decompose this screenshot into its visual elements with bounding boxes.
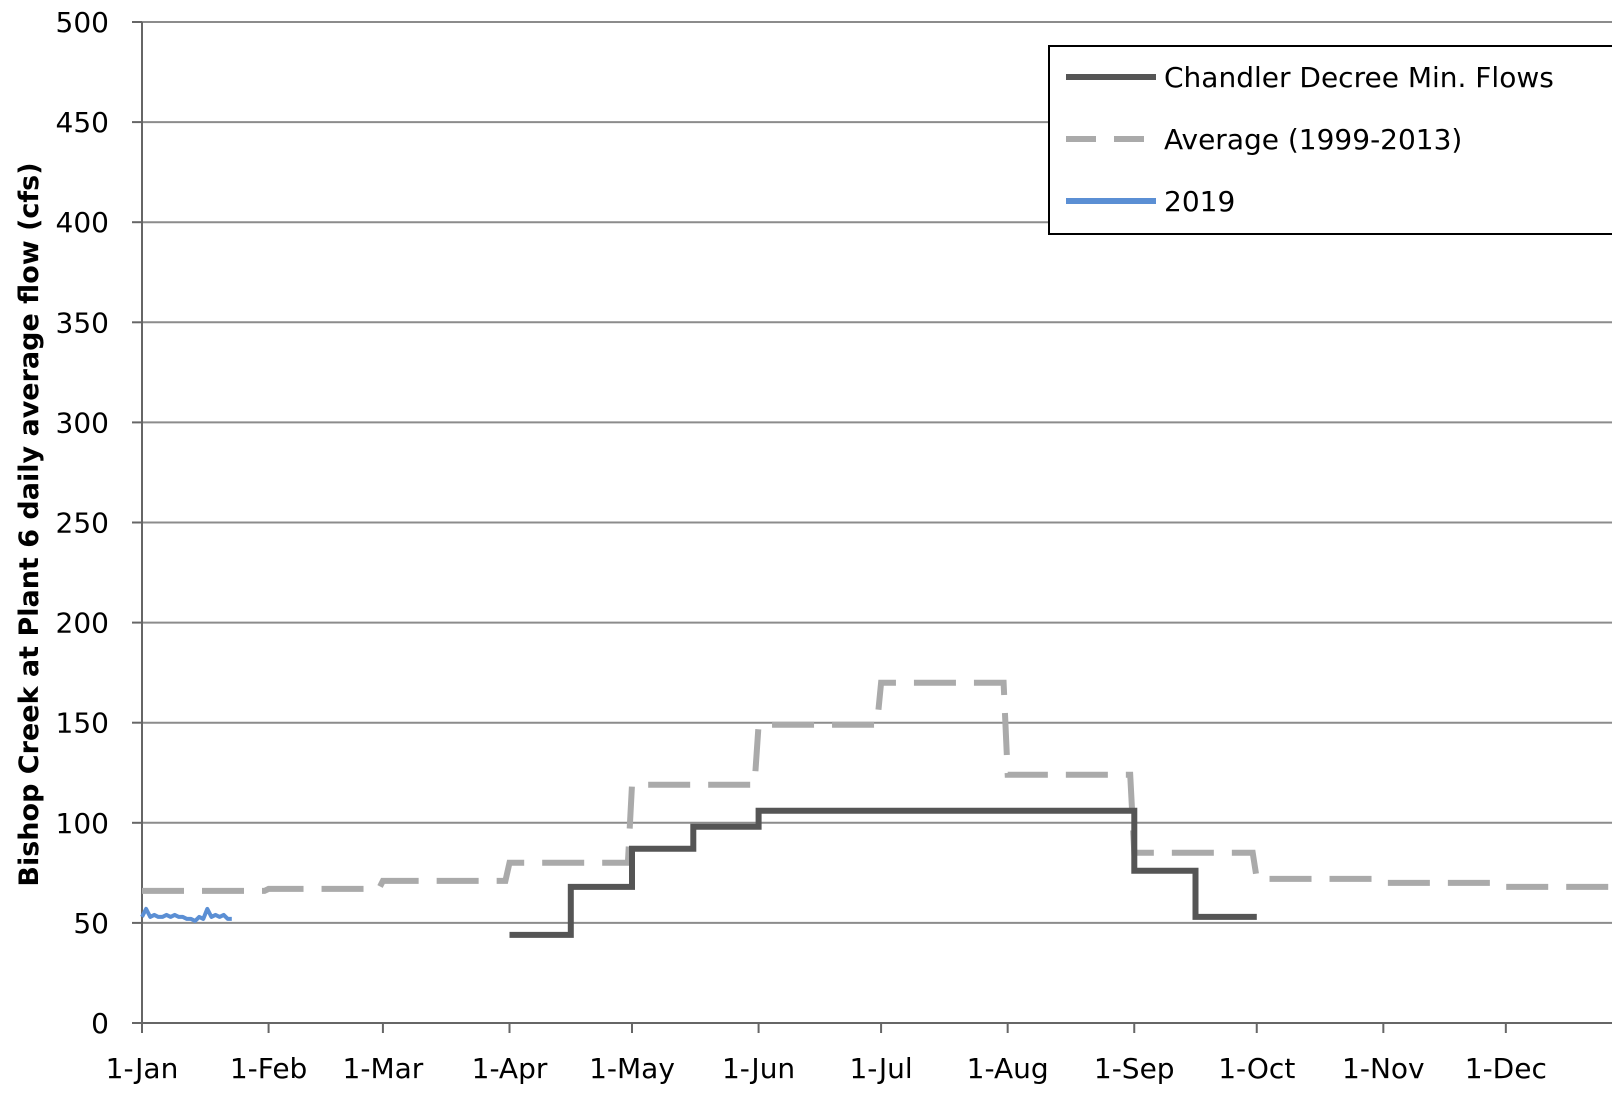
x-tick-label: 1-Jun [722, 1052, 795, 1085]
y-tick-label: 50 [73, 907, 109, 940]
x-tick-label: 1-May [589, 1052, 675, 1085]
x-tick-label: 1-Nov [1342, 1052, 1425, 1085]
x-tick-label: 1-Jul [849, 1052, 912, 1085]
legend-label-2: 2019 [1164, 185, 1235, 218]
x-tick-label: 1-Oct [1218, 1052, 1295, 1085]
y-tick-label: 250 [56, 507, 109, 540]
x-tick-label: 1-Aug [967, 1052, 1049, 1085]
series-line-0 [509, 807, 1257, 938]
y-tick-label: 150 [56, 707, 109, 740]
y-tick-label: 500 [56, 6, 109, 39]
series-line-1 [142, 679, 1612, 894]
y-axis-ticks: 0 50 100 150 200 250 300 350 400 450 500 [56, 6, 142, 1040]
y-tick-label: 0 [91, 1007, 109, 1040]
x-axis-ticks: 1-Jan 1-Feb 1-Mar 1-Apr 1-May 1-Jun 1-Jul 1-Aug… [106, 1023, 1547, 1085]
y-tick-label: 200 [56, 607, 109, 640]
series-line-2 [140, 906, 232, 923]
series-layer [140, 679, 1612, 938]
x-tick-label: 1-Apr [472, 1052, 548, 1085]
x-tick-label: 1-Mar [343, 1052, 424, 1085]
y-tick-label: 350 [56, 306, 109, 339]
gridlines [142, 21, 1612, 924]
y-tick-label: 400 [56, 206, 109, 239]
legend-label-1: Average (1999-2013) [1164, 123, 1462, 156]
x-tick-label: 1-Dec [1465, 1052, 1547, 1085]
x-tick-label: 1-Sep [1094, 1052, 1175, 1085]
legend: Chandler Decree Min. Flows Average (1999-… [1048, 45, 1612, 235]
y-tick-label: 300 [56, 406, 109, 439]
x-tick-label: 1-Feb [230, 1052, 308, 1085]
y-tick-label: 100 [56, 807, 109, 840]
x-tick-label: 1-Jan [106, 1052, 179, 1085]
y-tick-label: 450 [56, 106, 109, 139]
legend-label-0: Chandler Decree Min. Flows [1164, 61, 1554, 94]
y-axis-title: Bishop Creek at Plant 6 daily average fl… [14, 162, 45, 886]
